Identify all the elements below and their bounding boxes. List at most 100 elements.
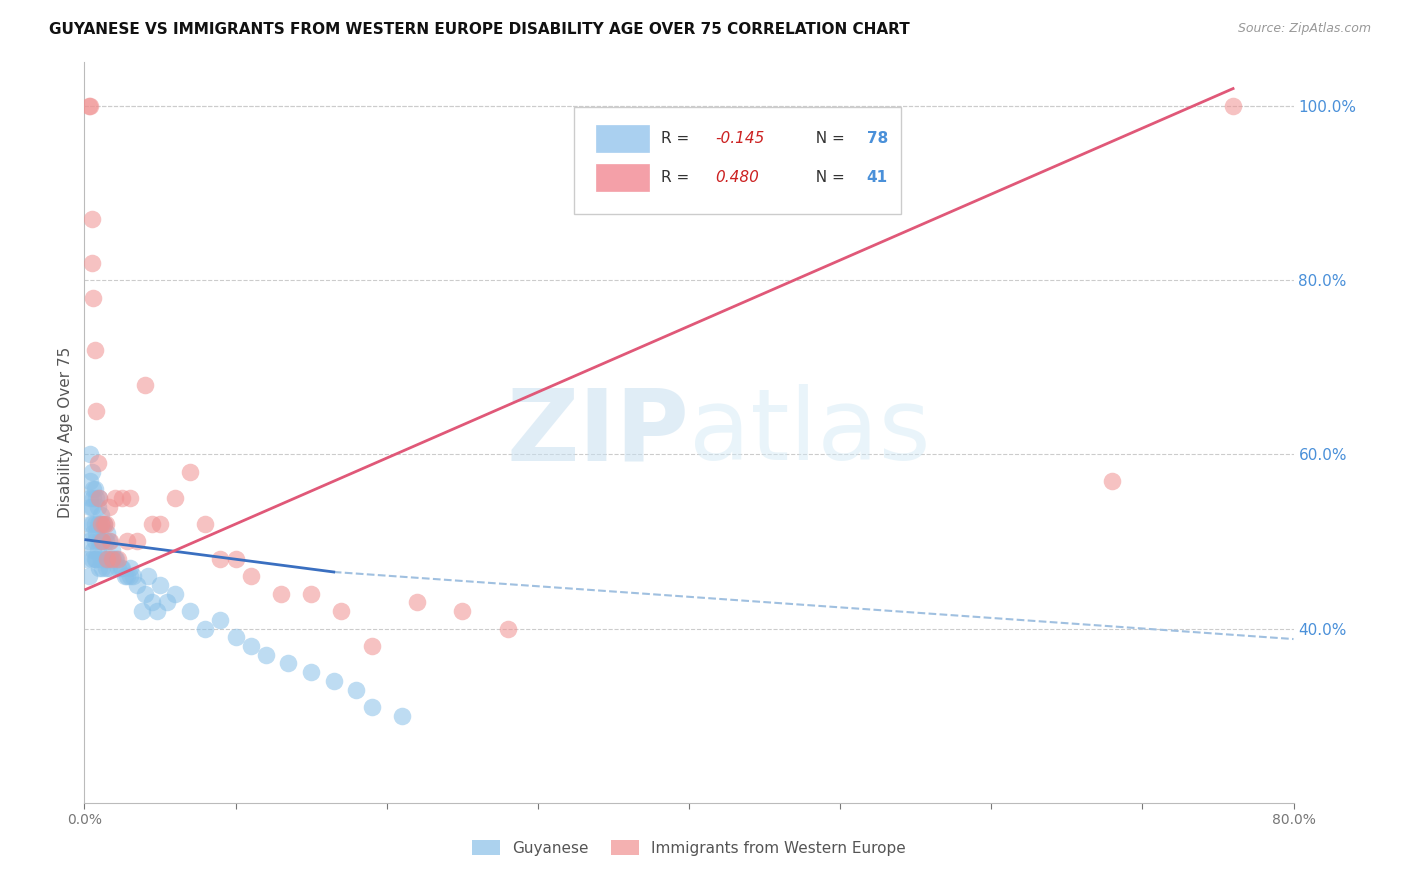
Point — [1222, 99, 1244, 113]
Point — [77, 99, 100, 113]
Point — [84, 534, 107, 549]
Point — [90, 552, 112, 566]
Point — [79, 474, 101, 488]
Point — [87, 543, 110, 558]
Point — [82, 291, 104, 305]
Point — [107, 552, 129, 566]
Point — [96, 552, 118, 566]
Point — [82, 543, 104, 558]
Point — [77, 534, 100, 549]
Point — [94, 560, 117, 574]
Point — [141, 595, 163, 609]
Point — [80, 212, 103, 227]
Text: 78: 78 — [866, 131, 889, 146]
Point — [89, 491, 111, 505]
Point — [134, 377, 156, 392]
Point — [82, 491, 104, 505]
Point — [87, 517, 110, 532]
Point — [118, 569, 141, 583]
Text: GUYANESE VS IMMIGRANTS FROM WESTERN EUROPE DISABILITY AGE OVER 75 CORRELATION CH: GUYANESE VS IMMIGRANTS FROM WESTERN EURO… — [49, 22, 910, 37]
Point — [87, 500, 110, 514]
FancyBboxPatch shape — [596, 164, 650, 191]
Legend: Guyanese, Immigrants from Western Europe: Guyanese, Immigrants from Western Europe — [465, 834, 912, 862]
Text: atlas: atlas — [689, 384, 931, 481]
Point — [391, 708, 413, 723]
Point — [194, 622, 217, 636]
Point — [277, 657, 299, 671]
Point — [94, 517, 117, 532]
Point — [194, 517, 217, 532]
Point — [93, 552, 115, 566]
Point — [330, 604, 353, 618]
Text: -0.145: -0.145 — [716, 131, 765, 146]
Point — [77, 569, 100, 583]
Point — [87, 456, 110, 470]
Point — [156, 595, 179, 609]
Point — [93, 517, 115, 532]
Point — [91, 534, 114, 549]
Point — [225, 552, 247, 566]
Point — [225, 630, 247, 644]
Point — [91, 560, 114, 574]
Point — [82, 482, 104, 496]
Point — [299, 665, 322, 680]
Point — [134, 587, 156, 601]
Point — [97, 500, 120, 514]
Point — [80, 256, 103, 270]
Point — [149, 517, 172, 532]
Point — [111, 560, 134, 574]
Point — [90, 508, 112, 523]
Point — [98, 552, 121, 566]
Text: N =: N = — [806, 131, 849, 146]
Point — [101, 552, 124, 566]
Point — [80, 517, 103, 532]
FancyBboxPatch shape — [596, 126, 650, 152]
Point — [179, 465, 201, 479]
Text: N =: N = — [806, 169, 849, 185]
Text: 41: 41 — [866, 169, 887, 185]
Point — [97, 534, 120, 549]
Point — [89, 517, 111, 532]
Point — [107, 560, 129, 574]
Point — [115, 569, 138, 583]
Point — [79, 517, 101, 532]
Point — [110, 560, 132, 574]
Point — [90, 517, 112, 532]
Point — [79, 99, 101, 113]
Text: R =: R = — [661, 169, 695, 185]
Point — [118, 491, 141, 505]
Point — [254, 648, 277, 662]
Text: R =: R = — [661, 131, 695, 146]
Point — [496, 622, 519, 636]
Point — [149, 578, 172, 592]
Point — [114, 569, 136, 583]
Point — [93, 517, 115, 532]
Point — [90, 534, 112, 549]
Point — [79, 447, 101, 461]
Point — [146, 604, 169, 618]
Point — [96, 525, 118, 540]
Point — [406, 595, 429, 609]
Point — [79, 491, 101, 505]
Point — [86, 552, 108, 566]
Point — [270, 587, 292, 601]
Point — [179, 604, 201, 618]
Point — [1101, 474, 1123, 488]
Point — [136, 569, 159, 583]
Point — [239, 639, 262, 653]
Point — [86, 525, 108, 540]
Point — [86, 404, 108, 418]
Point — [84, 482, 107, 496]
Point — [360, 700, 382, 714]
Point — [209, 613, 232, 627]
Point — [82, 525, 104, 540]
Point — [121, 569, 143, 583]
Point — [84, 517, 107, 532]
Point — [80, 465, 103, 479]
Point — [97, 560, 120, 574]
Point — [118, 560, 141, 574]
Point — [80, 552, 103, 566]
Point — [360, 639, 382, 653]
Point — [141, 517, 163, 532]
Point — [165, 587, 187, 601]
